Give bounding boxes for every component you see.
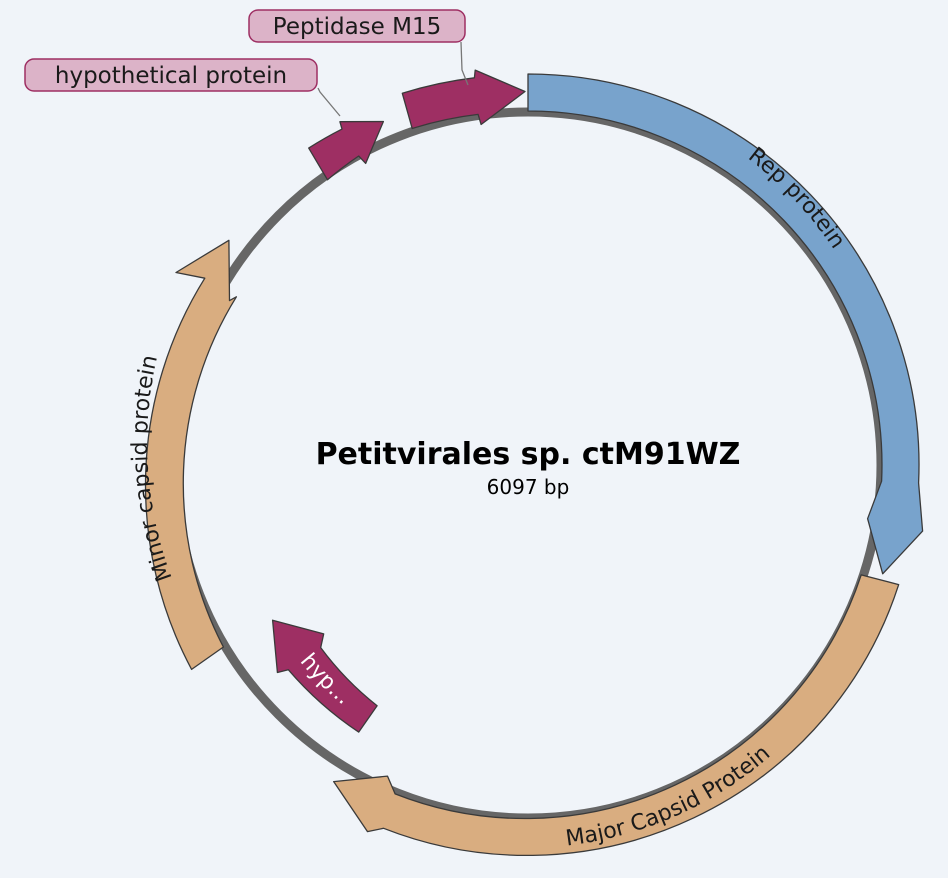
callout-peptidase[interactable]: Peptidase M15 <box>248 9 466 43</box>
plasmid-length: 6097 bp <box>487 475 570 499</box>
leader-line-hypothetical <box>317 87 341 117</box>
feature-peptidase-arrow[interactable] <box>401 69 526 130</box>
plasmid-name: Petitvirales sp. ctM91WZ <box>316 437 741 472</box>
leader-line-peptidase <box>460 41 469 86</box>
feature-major-capsid[interactable] <box>333 574 900 857</box>
feature-hyp-inner[interactable] <box>271 619 378 733</box>
feature-hyp-outer[interactable] <box>308 120 385 181</box>
callout-hypothetical-protein[interactable]: hypothetical protein <box>24 58 318 92</box>
feature-rep[interactable] <box>527 73 924 575</box>
feature-minor-capsid[interactable] <box>144 239 238 671</box>
feature-minor-capsid-arrow[interactable] <box>144 239 238 671</box>
feature-hyp-inner-arrow[interactable] <box>271 619 378 733</box>
feature-peptidase[interactable] <box>401 69 526 130</box>
feature-major-capsid-arrow[interactable] <box>333 574 900 857</box>
callout-hypothetical-protein-text: hypothetical protein <box>55 63 287 89</box>
feature-hyp-outer-arrow[interactable] <box>308 120 385 181</box>
callout-peptidase-text: Peptidase M15 <box>273 14 441 40</box>
feature-rep-arrow[interactable] <box>527 73 924 575</box>
